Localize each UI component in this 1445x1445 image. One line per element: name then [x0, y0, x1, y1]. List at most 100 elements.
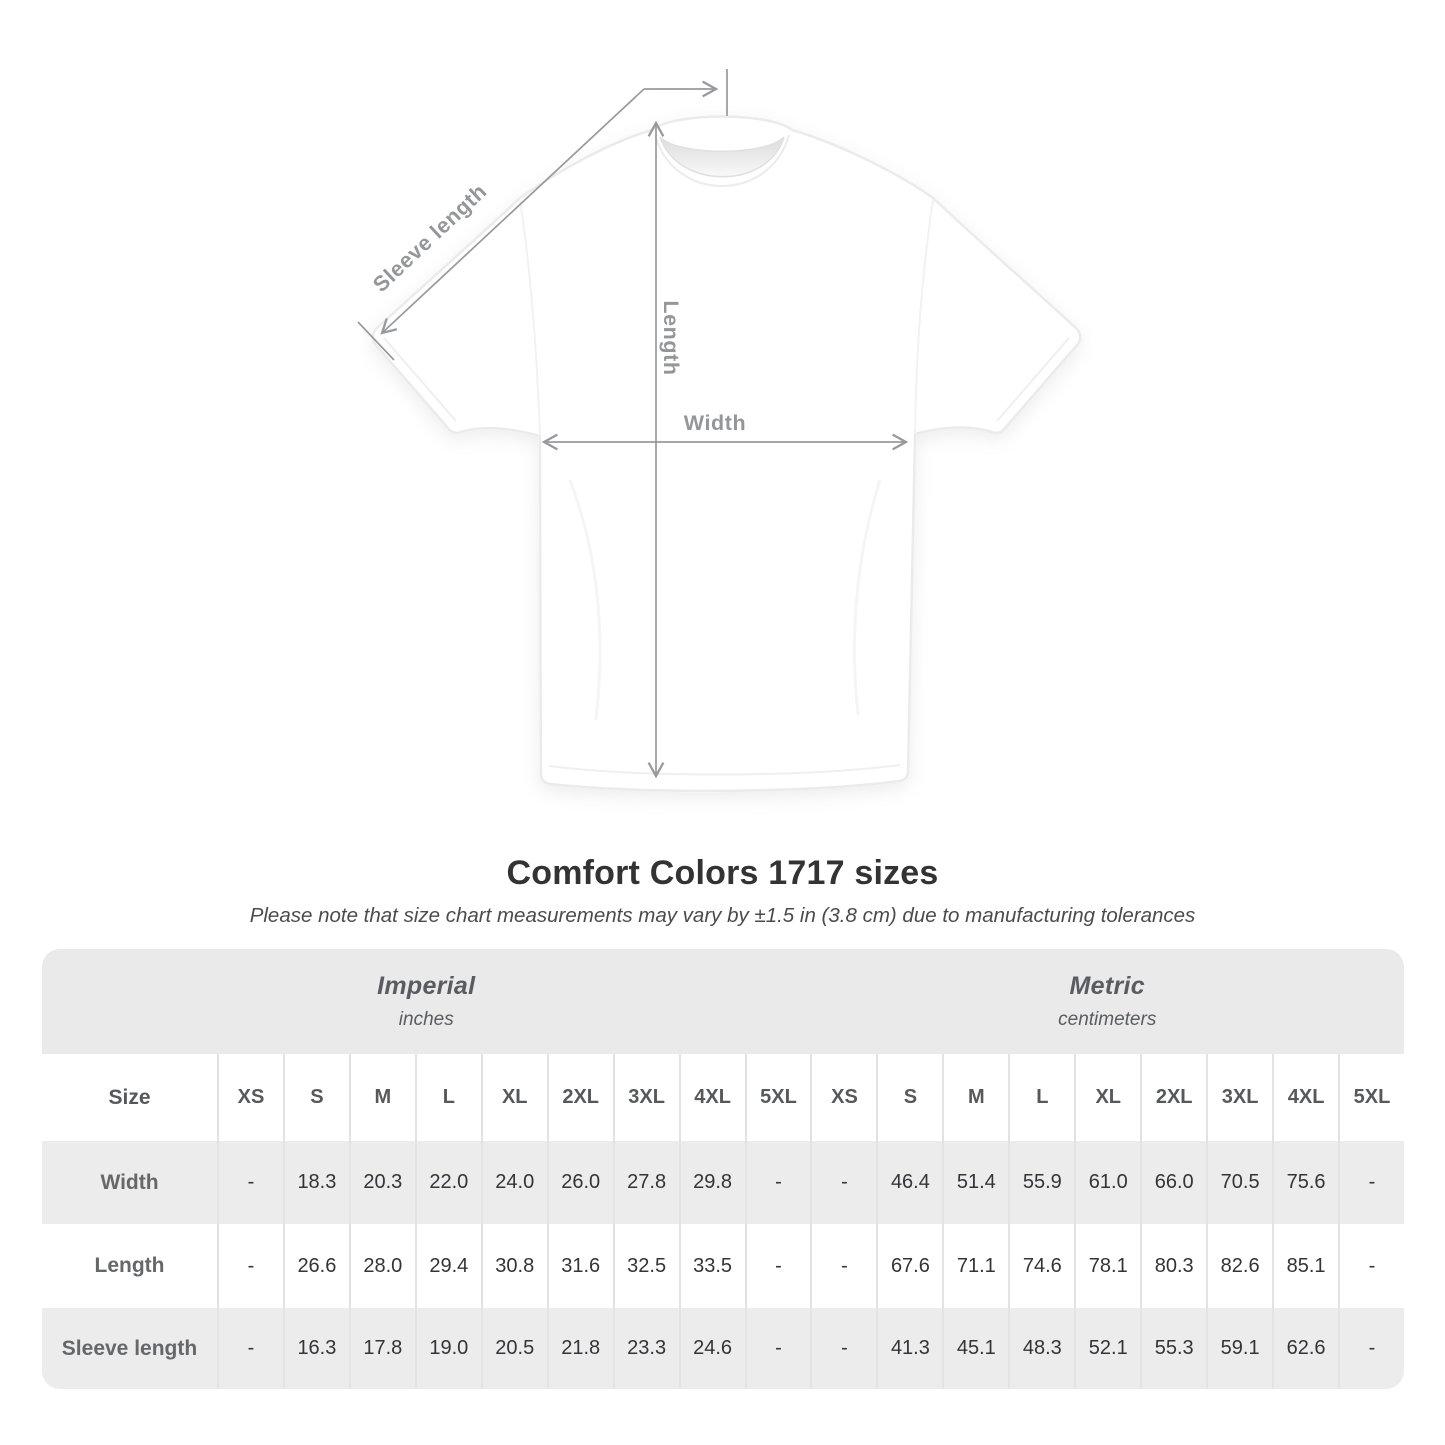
sleeve-length-line [380, 88, 645, 335]
sleeve-metric-value: - [1338, 1308, 1404, 1389]
width-metric-value: 66.0 [1140, 1141, 1207, 1224]
width-metric-value: 70.5 [1206, 1141, 1273, 1224]
sleeve-metric-value: 55.3 [1140, 1308, 1207, 1389]
row-label-length: Length [42, 1224, 217, 1308]
length-metric-value: 71.1 [942, 1224, 1009, 1308]
length-imperial-value: - [217, 1224, 283, 1308]
fold-shading-right [853, 479, 882, 716]
size-header-imperial-l: L [414, 1054, 481, 1141]
length-imperial-value: 26.6 [282, 1224, 349, 1308]
imperial-title: Imperial [377, 972, 476, 1000]
length-metric-value: 85.1 [1272, 1224, 1339, 1308]
sleeve-imperial-value: - [217, 1308, 283, 1389]
sleeve-imperial-value: 21.8 [546, 1308, 613, 1389]
metric-title: Metric [1069, 972, 1145, 1000]
width-imperial-value: 24.0 [480, 1141, 547, 1224]
width-label: Width [684, 411, 747, 435]
length-imperial-value: 32.5 [612, 1224, 679, 1308]
sleeve-imperial-value: 17.8 [348, 1308, 415, 1389]
size-header-imperial-3xl: 3XL [612, 1054, 679, 1141]
width-imperial-value: 26.0 [546, 1141, 613, 1224]
size-header-metric-m: M [942, 1054, 1009, 1141]
imperial-unit: inches [398, 1009, 454, 1030]
left-sleeve-seam [519, 199, 541, 435]
neck-opening [659, 136, 785, 178]
length-imperial-value: - [744, 1224, 811, 1308]
sleeve-end-tick [357, 321, 395, 361]
size-header-metric-xs: XS [810, 1054, 877, 1141]
width-imperial-value: 27.8 [612, 1141, 679, 1224]
tshirt-illustration [371, 115, 1082, 793]
sleeve-imperial-value: - [744, 1308, 811, 1389]
size-header-imperial-2xl: 2XL [546, 1054, 613, 1141]
size-header-imperial-s: S [282, 1054, 349, 1141]
length-metric-value: 80.3 [1140, 1224, 1207, 1308]
length-metric-value: - [810, 1224, 877, 1308]
tshirt-measurement-diagram: Sleeve length Length Width [357, 69, 1082, 793]
length-imperial-value: 29.4 [414, 1224, 481, 1308]
width-metric-value: - [810, 1141, 877, 1224]
length-imperial-value: 31.6 [546, 1224, 613, 1308]
collar-seam [654, 134, 790, 187]
size-header-imperial-xs: XS [217, 1054, 283, 1141]
fold-shading-left [568, 479, 602, 721]
measurement-annotations [357, 69, 909, 779]
width-metric-value: 51.4 [942, 1141, 1009, 1224]
length-metric-value: 82.6 [1206, 1224, 1273, 1308]
size-table: Imperial inches Metric centimeters Size … [42, 949, 1404, 1389]
size-header-metric-xl: XL [1074, 1054, 1141, 1141]
length-imperial-value: 28.0 [348, 1224, 415, 1308]
size-header-metric-4xl: 4XL [1272, 1054, 1339, 1141]
width-metric-value: 75.6 [1272, 1141, 1339, 1224]
size-header-metric-2xl: 2XL [1140, 1054, 1207, 1141]
length-metric-value: 67.6 [876, 1224, 943, 1308]
size-header-imperial-4xl: 4XL [678, 1054, 745, 1141]
tshirt-body [371, 115, 1082, 793]
size-header-metric-5xl: 5XL [1338, 1054, 1404, 1141]
size-header-metric-s: S [876, 1054, 943, 1141]
width-imperial-value: 18.3 [282, 1141, 349, 1224]
hem-stitch [548, 764, 901, 776]
size-column-header: Size [42, 1054, 217, 1141]
width-imperial-value: 22.0 [414, 1141, 481, 1224]
length-label: Length [659, 300, 683, 375]
sleeve-metric-value: 41.3 [876, 1308, 943, 1389]
page-title: Comfort Colors 1717 sizes [506, 854, 939, 892]
row-label-sleeve-length: Sleeve length [42, 1308, 217, 1389]
sleeve-imperial-value: 16.3 [282, 1308, 349, 1389]
width-metric-value: 61.0 [1074, 1141, 1141, 1224]
width-imperial-value: 29.8 [678, 1141, 745, 1224]
sleeve-metric-value: 48.3 [1008, 1308, 1075, 1389]
width-metric-value: 46.4 [876, 1141, 943, 1224]
sleeve-metric-value: 59.1 [1206, 1308, 1273, 1389]
sleeve-imperial-value: 24.6 [678, 1308, 745, 1389]
sleeve-metric-value: 62.6 [1272, 1308, 1339, 1389]
size-header-imperial-m: M [348, 1054, 415, 1141]
size-header-imperial-5xl: 5XL [744, 1054, 811, 1141]
metric-section-header: Metric centimeters [810, 949, 1404, 1054]
length-metric-value: 78.1 [1074, 1224, 1141, 1308]
length-imperial-value: 33.5 [678, 1224, 745, 1308]
size-header-metric-l: L [1008, 1054, 1075, 1141]
width-imperial-value: - [217, 1141, 283, 1224]
tolerance-note: Please note that size chart measurements… [249, 904, 1196, 927]
length-metric-value: 74.6 [1008, 1224, 1075, 1308]
left-cuff-stitch [383, 337, 457, 422]
sleeve-metric-value: - [810, 1308, 877, 1389]
width-imperial-value: 20.3 [348, 1141, 415, 1224]
length-metric-value: - [1338, 1224, 1404, 1308]
sleeve-imperial-value: 23.3 [612, 1308, 679, 1389]
width-imperial-value: - [744, 1141, 811, 1224]
right-cuff-stitch [996, 337, 1070, 422]
length-imperial-value: 30.8 [480, 1224, 547, 1308]
right-sleeve-seam [914, 199, 934, 435]
row-label-width: Width [42, 1141, 217, 1224]
imperial-section-header: Imperial inches [42, 949, 811, 1054]
sleeve-imperial-value: 19.0 [414, 1308, 481, 1389]
width-metric-value: 55.9 [1008, 1141, 1075, 1224]
size-header-metric-3xl: 3XL [1206, 1054, 1273, 1141]
sleeve-metric-value: 45.1 [942, 1308, 1009, 1389]
width-metric-value: - [1338, 1141, 1404, 1224]
metric-unit: centimeters [1058, 1009, 1157, 1030]
